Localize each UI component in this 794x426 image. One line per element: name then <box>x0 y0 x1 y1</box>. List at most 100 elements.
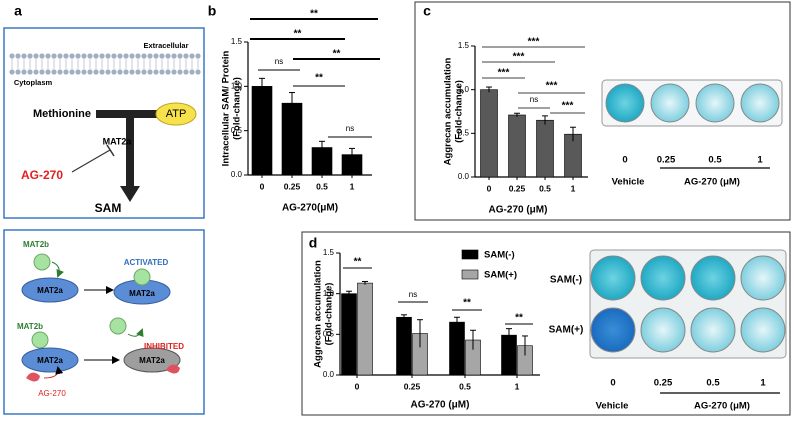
lipid-head <box>75 53 81 59</box>
lipid-head <box>183 53 189 59</box>
well-label: 0.25 <box>657 155 676 166</box>
lipid-head <box>165 53 171 59</box>
well-label: AG-270 (μM) <box>694 401 750 412</box>
arrow <box>51 261 64 278</box>
x-tick-label: 0.25 <box>509 183 526 193</box>
significance-label: ** <box>333 49 341 60</box>
lipid-head <box>15 53 21 59</box>
mat2b-shape <box>133 268 151 286</box>
lipid-head <box>141 69 147 75</box>
y-tick-label: 1.0 <box>231 81 243 90</box>
y-tick-label: 0.0 <box>323 370 335 379</box>
panel-label: c <box>423 3 431 19</box>
well-label: 0 <box>610 378 615 389</box>
lipid-head <box>51 53 57 59</box>
well <box>740 83 780 123</box>
lipid-head <box>141 53 147 59</box>
lipid-head <box>147 53 153 59</box>
lipid-head <box>189 69 195 75</box>
label: MAT2b <box>23 240 49 249</box>
y-axis-label: Intracellular SAM/ Protein <box>221 51 232 167</box>
x-tick-label: 0.5 <box>316 181 328 191</box>
x-axis-label: AG-270 (μM) <box>411 400 470 411</box>
lipid-head <box>129 69 135 75</box>
box <box>414 1 791 221</box>
lipid-head <box>111 53 117 59</box>
lipid-head <box>75 69 81 75</box>
lipid-head <box>111 69 117 75</box>
atp-shape <box>155 102 197 126</box>
lipid-head <box>63 69 69 75</box>
row-label: SAM(-) <box>550 275 582 286</box>
y-tick-label: 1.0 <box>323 289 335 298</box>
lipid-head <box>171 69 177 75</box>
lipid-head <box>81 53 87 59</box>
panel-a <box>3 27 205 415</box>
inhibitor-shape <box>26 372 40 382</box>
lipid-head <box>159 53 165 59</box>
x-tick-label: 0.25 <box>284 181 301 191</box>
well <box>605 83 645 123</box>
box <box>301 231 791 416</box>
lipid-head <box>117 53 123 59</box>
significance-label: *** <box>562 101 574 112</box>
lipid-head <box>195 53 201 59</box>
well <box>740 307 786 353</box>
lipid-head <box>153 53 159 59</box>
x-tick-label: 0.5 <box>459 381 471 391</box>
legend-swatch <box>461 269 479 280</box>
y-tick-label: 1.5 <box>231 37 243 46</box>
bar <box>449 321 465 376</box>
bar <box>251 86 273 176</box>
y-axis-label: (Fold-change) <box>454 80 465 143</box>
lipid-head <box>177 69 183 75</box>
bar <box>341 293 357 376</box>
mat2b-shape <box>33 253 51 271</box>
significance-label: ** <box>310 9 318 20</box>
lipid-head <box>69 69 75 75</box>
label: MAT2a <box>139 356 165 365</box>
mat2a-shape <box>21 347 79 373</box>
y-tick-label: 0.5 <box>231 126 243 135</box>
lipid-head <box>21 69 27 75</box>
lipid-head <box>135 53 141 59</box>
well-label: 1 <box>757 155 763 166</box>
label: MAT2b <box>17 322 43 331</box>
well-label: 1 <box>760 378 766 389</box>
lipid-head <box>195 69 201 75</box>
lipid-head <box>117 69 123 75</box>
lipid-head <box>171 53 177 59</box>
bar <box>508 114 526 178</box>
x-axis-label: AG-270 (μM) <box>489 205 548 216</box>
lipid-head <box>99 53 105 59</box>
significance-label: ** <box>354 257 362 268</box>
lipid-head <box>105 53 111 59</box>
legend-label: SAM(+) <box>484 270 517 281</box>
x-tick-label: 1 <box>571 183 576 193</box>
well <box>640 307 686 353</box>
label: ACTIVATED <box>124 258 169 267</box>
y-axis-label: Aggrecan accumulation <box>313 260 324 368</box>
label: MAT2a <box>103 136 133 146</box>
bar <box>536 119 554 178</box>
lipid-head <box>21 53 27 59</box>
y-tick-label: 1.0 <box>458 85 470 94</box>
well <box>740 255 786 301</box>
lipid-head <box>87 69 93 75</box>
well <box>690 255 736 301</box>
label: Cytoplasm <box>14 78 53 87</box>
well <box>590 307 636 353</box>
x-tick-label: 0 <box>260 181 265 191</box>
label: ATP <box>166 108 187 120</box>
y-tick-label: 1.5 <box>323 248 335 257</box>
lipid-head <box>9 53 15 59</box>
mat2a-shape <box>123 347 181 373</box>
lipid-head <box>33 53 39 59</box>
membrane <box>9 53 201 75</box>
bar <box>281 102 303 176</box>
well <box>590 255 636 301</box>
well-label: Vehicle <box>596 401 629 412</box>
y-tick-label: 0.5 <box>323 329 335 338</box>
lipid-head <box>183 69 189 75</box>
lipid-head <box>159 69 165 75</box>
